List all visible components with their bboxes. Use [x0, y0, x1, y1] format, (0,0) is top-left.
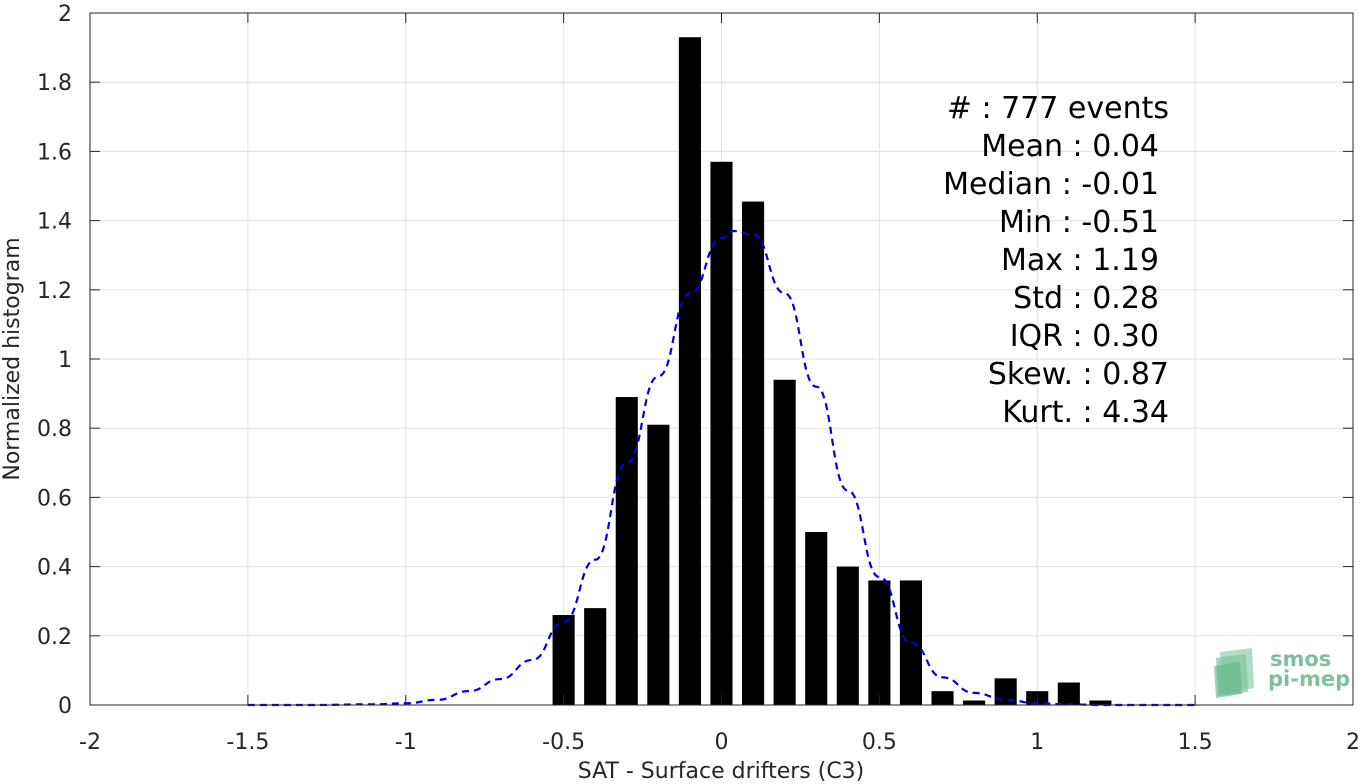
y-tick-label: 1.2 — [37, 279, 72, 304]
histogram-bar — [678, 37, 701, 706]
stat-mean: Mean : 0.04 — [981, 129, 1159, 164]
x-tick-labels: -2 -1.5 -1 -0.5 0 0.5 1 1.5 2 — [79, 730, 1360, 755]
histogram-bar — [552, 615, 575, 705]
y-tick-label: 0.6 — [37, 486, 72, 511]
x-tick-label: -1.5 — [226, 730, 269, 755]
histogram-bar — [584, 608, 607, 705]
histogram-bar — [615, 397, 638, 705]
stat-count: # : 777 events — [947, 91, 1169, 126]
fit-curve — [247, 229, 1196, 707]
stat-min: Min : -0.51 — [999, 205, 1159, 240]
y-tick-label: 1.6 — [37, 140, 72, 165]
histogram-bar — [647, 424, 670, 705]
logo-line2: pi-mep — [1268, 667, 1350, 691]
histogram-bar — [742, 201, 765, 705]
histogram-bar — [1089, 700, 1112, 705]
bars-group — [552, 37, 1112, 706]
stat-skew: Skew. : 0.87 — [988, 357, 1169, 392]
x-tick-label: 0.5 — [862, 730, 897, 755]
y-tick-label: 0 — [58, 694, 72, 719]
histogram-bar — [868, 580, 891, 705]
histogram-bar — [899, 580, 923, 705]
stat-std: Std : 0.28 — [1013, 281, 1159, 316]
x-tick-label: -1 — [395, 730, 417, 755]
y-tick-label: 0.2 — [37, 625, 72, 650]
logo-mark-icon — [1214, 648, 1254, 698]
histogram-bar — [931, 691, 954, 705]
axes — [89, 12, 1354, 706]
histogram-bar — [963, 700, 986, 705]
histogram-bar — [836, 566, 859, 705]
histogram-bar — [710, 161, 733, 705]
x-tick-label: 1.5 — [1178, 730, 1213, 755]
stat-kurt: Kurt. : 4.34 — [1002, 395, 1169, 430]
histogram-bar — [805, 532, 828, 705]
stat-max: Max : 1.19 — [1001, 243, 1159, 278]
stat-iqr: IQR : 0.30 — [1010, 319, 1159, 354]
histogram-bar — [994, 678, 1017, 705]
y-tick-labels: 0 0.2 0.4 0.6 0.8 1 1.2 1.4 1.6 1.8 2 — [37, 2, 72, 719]
y-tick-label: 2 — [58, 2, 72, 27]
x-tick-label: -2 — [79, 730, 101, 755]
histogram-bar — [1057, 682, 1080, 705]
y-tick-label: 0.8 — [37, 417, 72, 442]
x-tick-label: 2 — [1346, 730, 1360, 755]
y-tick-label: 0.4 — [37, 556, 72, 581]
y-axis-title: Normalized histogram — [0, 237, 25, 480]
y-tick-label: 1 — [58, 348, 72, 373]
smos-pi-mep-logo: smos pi-mep — [1214, 647, 1350, 698]
logo-line1: smos — [1270, 647, 1331, 671]
x-tick-label: -0.5 — [542, 730, 585, 755]
histogram-bar — [773, 379, 796, 705]
x-tick-label: 1 — [1030, 730, 1044, 755]
y-tick-label: 1.8 — [37, 71, 72, 96]
x-tick-label: 0 — [715, 730, 729, 755]
y-tick-label: 1.4 — [37, 210, 72, 235]
statistics-box: # : 777 events Mean : 0.04 Median : -0.0… — [943, 91, 1169, 430]
x-axis-title: SAT - Surface drifters (C3) — [578, 759, 865, 784]
stat-median: Median : -0.01 — [943, 167, 1159, 202]
